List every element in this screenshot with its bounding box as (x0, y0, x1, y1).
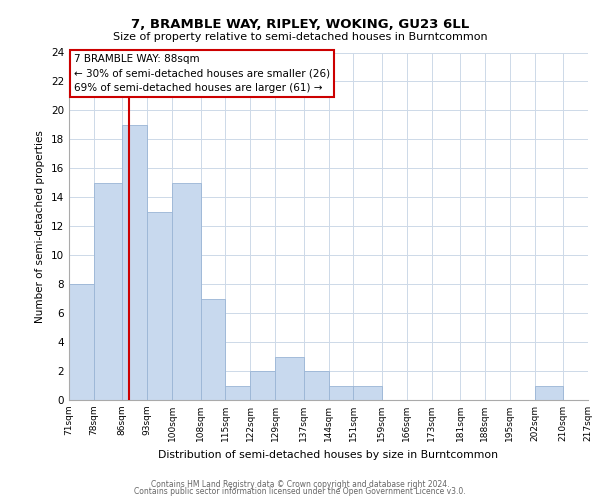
Text: Size of property relative to semi-detached houses in Burntcommon: Size of property relative to semi-detach… (113, 32, 487, 42)
Bar (147, 212, 172, 400)
Bar (535, 386, 563, 400)
Bar (122, 125, 147, 400)
Bar (172, 183, 200, 400)
Bar (200, 298, 226, 400)
Text: Contains public sector information licensed under the Open Government Licence v3: Contains public sector information licen… (134, 487, 466, 496)
Bar (304, 371, 329, 400)
Bar (94, 183, 122, 400)
Bar (353, 386, 382, 400)
Bar (250, 371, 275, 400)
Bar (275, 356, 304, 400)
Text: 7, BRAMBLE WAY, RIPLEY, WOKING, GU23 6LL: 7, BRAMBLE WAY, RIPLEY, WOKING, GU23 6LL (131, 18, 469, 30)
X-axis label: Distribution of semi-detached houses by size in Burntcommon: Distribution of semi-detached houses by … (158, 450, 499, 460)
Bar (226, 386, 250, 400)
Bar (329, 386, 353, 400)
Text: Contains HM Land Registry data © Crown copyright and database right 2024.: Contains HM Land Registry data © Crown c… (151, 480, 449, 489)
Y-axis label: Number of semi-detached properties: Number of semi-detached properties (35, 130, 46, 322)
Text: 7 BRAMBLE WAY: 88sqm
← 30% of semi-detached houses are smaller (26)
69% of semi-: 7 BRAMBLE WAY: 88sqm ← 30% of semi-detac… (74, 54, 331, 93)
Bar (69, 284, 94, 400)
